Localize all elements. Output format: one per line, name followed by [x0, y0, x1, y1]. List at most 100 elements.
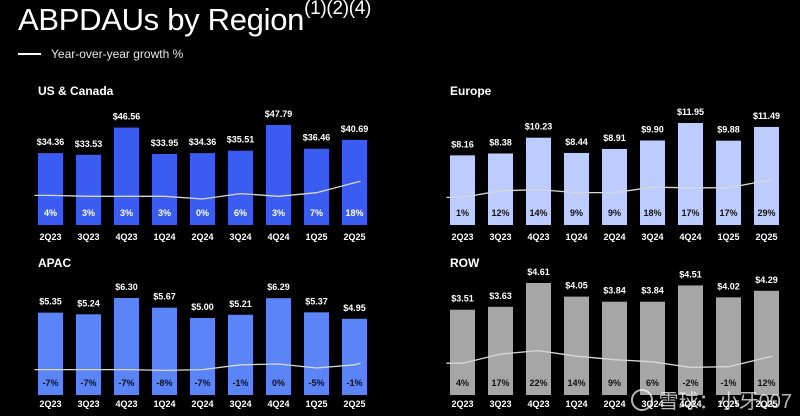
row-category-label: 3Q23: [489, 399, 511, 409]
apac-growth-label: -1%: [346, 378, 362, 388]
legend-line-swatch: [18, 53, 41, 55]
row-bar: [450, 309, 475, 395]
europe-category-label: 1Q24: [565, 232, 587, 242]
apac-category-label: 2Q25: [343, 399, 365, 409]
us-canada-category-label: 1Q25: [305, 232, 327, 242]
europe-growth-label: 18%: [643, 208, 661, 218]
us-canada-growth-label: 4%: [44, 208, 57, 218]
row-category-label: 3Q24: [641, 399, 663, 409]
apac-chart-title: APAC: [38, 256, 71, 270]
row-category-label: 4Q24: [679, 399, 701, 409]
europe-growth-line: [446, 178, 773, 199]
europe-value-label: $9.88: [717, 125, 740, 135]
us-canada-growth-label: 3%: [158, 208, 171, 218]
us-canada-bar: [304, 148, 329, 225]
apac-category-label: 4Q24: [267, 399, 289, 409]
apac-category-label: 3Q24: [229, 399, 251, 409]
us-canada-category-label: 2Q23: [39, 232, 61, 242]
europe-category-label: 2Q24: [603, 232, 625, 242]
europe-value-label: $11.49: [753, 111, 780, 121]
apac-bar: [152, 307, 177, 395]
europe-value-label: $8.16: [451, 139, 474, 149]
apac-growth-label: -5%: [308, 378, 324, 388]
europe-value-label: $9.90: [641, 124, 664, 134]
us-canada-value-label: $33.95: [151, 138, 179, 148]
row-category-label: 1Q25: [717, 399, 739, 409]
row-growth-label: 14%: [567, 378, 585, 388]
row-growth-label: 6%: [646, 378, 659, 388]
apac-growth-label: -1%: [232, 378, 248, 388]
row-value-label: $4.29: [755, 275, 778, 285]
europe-bar: [526, 137, 551, 225]
row-growth-label: 12%: [757, 378, 775, 388]
apac-growth-label: -7%: [80, 378, 96, 388]
apac-value-label: $5.00: [191, 302, 214, 312]
row-bar: [640, 301, 665, 395]
us-canada-bar: [266, 125, 291, 225]
row-bar: [564, 296, 589, 395]
row-category-label: 2Q25: [755, 399, 777, 409]
europe-category-label: 2Q23: [451, 232, 473, 242]
row-bar: [602, 301, 627, 395]
legend: Year-over-year growth %: [18, 47, 183, 61]
europe-growth-label: 9%: [608, 208, 621, 218]
row-growth-label: 9%: [608, 378, 621, 388]
europe-bar: [602, 148, 627, 225]
row-bar: [678, 285, 703, 395]
apac-category-label: 4Q23: [115, 399, 137, 409]
apac-value-label: $5.21: [229, 299, 252, 309]
apac-value-label: $6.30: [115, 282, 138, 292]
us-canada-chart-title: US & Canada: [38, 84, 114, 98]
us-canada-value-label: $34.36: [37, 137, 65, 147]
row-category-label: 2Q23: [451, 399, 473, 409]
snowball-logo-icon: [630, 388, 653, 411]
apac-bar: [190, 318, 215, 395]
apac-value-label: $5.37: [305, 296, 328, 306]
us-canada-growth-label: 18%: [345, 208, 363, 218]
apac-bar: [304, 312, 329, 395]
europe-growth-label: 17%: [719, 208, 737, 218]
us-canada-growth-label: 3%: [82, 208, 95, 218]
legend-label: Year-over-year growth %: [51, 47, 184, 61]
us-canada-category-label: 1Q24: [153, 232, 175, 242]
europe-bar: [564, 152, 589, 225]
apac-growth-label: -7%: [42, 378, 58, 388]
us-canada-bar: [76, 154, 101, 225]
us-canada-value-label: $46.56: [113, 112, 141, 122]
row-category-label: 1Q24: [565, 399, 587, 409]
europe-growth-label: 1%: [456, 208, 469, 218]
us-canada-category-label: 2Q24: [191, 232, 213, 242]
europe-bar: [716, 140, 741, 225]
europe-bar: [754, 126, 779, 225]
europe-value-label: $10.23: [525, 122, 553, 132]
us-canada-value-label: $34.36: [189, 137, 217, 147]
europe-growth-label: 17%: [681, 208, 699, 218]
watermark-text: 雪球：小牙007: [658, 391, 792, 413]
us-canada-bar: [38, 153, 63, 225]
europe-value-label: $8.44: [565, 137, 588, 147]
europe-bar: [640, 140, 665, 225]
apac-bar: [114, 298, 139, 395]
us-canada-bar: [228, 150, 253, 225]
us-canada-growth-label: 0%: [196, 208, 209, 218]
apac-value-label: $5.35: [39, 297, 62, 307]
apac-growth-label: -8%: [156, 378, 172, 388]
europe-category-label: 3Q24: [641, 232, 663, 242]
title-footnote-refs: (1)(2)(4): [304, 0, 372, 19]
apac-bar: [76, 314, 101, 395]
us-canada-bar: [190, 153, 215, 225]
apac-value-label: $4.95: [343, 303, 366, 313]
europe-category-label: 4Q23: [527, 232, 549, 242]
row-growth-label: -1%: [720, 378, 736, 388]
us-canada-category-label: 3Q24: [229, 232, 251, 242]
row-bar: [488, 306, 513, 395]
europe-growth-label: 14%: [529, 208, 547, 218]
us-canada-category-label: 4Q23: [115, 232, 137, 242]
row-value-label: $3.84: [603, 286, 626, 296]
europe-category-label: 4Q24: [679, 232, 701, 242]
apac-category-label: 2Q23: [39, 399, 61, 409]
us-canada-category-label: 4Q24: [267, 232, 289, 242]
europe-bar: [488, 153, 513, 225]
row-category-label: 2Q24: [603, 399, 625, 409]
us-canada-bar: [152, 153, 177, 225]
